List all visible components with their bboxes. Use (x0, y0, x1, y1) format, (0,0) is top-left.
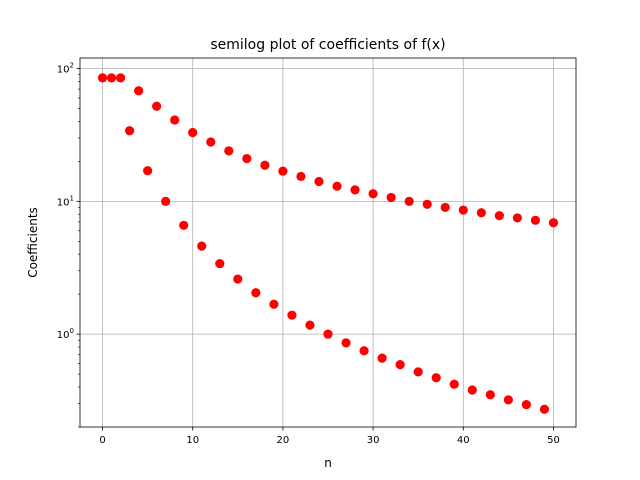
data-point (404, 196, 414, 206)
y-axis-label: Coefficients (26, 207, 40, 278)
data-point (305, 320, 315, 330)
data-point (179, 220, 189, 230)
data-point (106, 73, 117, 83)
chart-title: semilog plot of coefficients of f(x) (210, 37, 445, 53)
data-point (278, 166, 288, 176)
data-point (233, 274, 243, 284)
data-point (152, 101, 162, 111)
data-point (521, 399, 532, 410)
data-point (296, 171, 306, 182)
data-point (530, 215, 541, 225)
y-tick-label: 100 (57, 327, 74, 341)
data-point (161, 196, 171, 206)
data-point (242, 153, 252, 164)
data-point (467, 385, 477, 395)
x-tick-label: 50 (547, 435, 560, 446)
data-point (386, 192, 396, 203)
data-point (215, 258, 225, 269)
data-point (395, 359, 405, 370)
data-point (188, 127, 198, 138)
data-point (359, 346, 369, 356)
data-point (224, 146, 234, 156)
data-point (485, 390, 495, 400)
data-point (440, 202, 450, 213)
data-point (170, 115, 180, 125)
data-point (458, 205, 468, 215)
axes-frame (79, 57, 577, 428)
x-tick-label: 0 (99, 435, 105, 446)
y-tick-label: 101 (57, 194, 74, 208)
data-point (548, 218, 559, 228)
x-tick-label: 30 (367, 435, 380, 446)
data-point (341, 338, 351, 348)
data-points (97, 73, 559, 414)
data-point (539, 404, 550, 414)
y-axis-ticks: 100 101 102 (57, 62, 80, 428)
data-point (449, 379, 459, 389)
data-point (287, 310, 297, 320)
data-point (323, 329, 333, 339)
data-point (269, 299, 279, 309)
x-axis-label: n (324, 456, 332, 470)
data-point (134, 86, 144, 96)
x-tick-label: 20 (277, 435, 290, 446)
y-tick-label: 102 (57, 62, 74, 76)
data-point (377, 353, 387, 363)
data-point (476, 208, 486, 218)
data-point (197, 241, 207, 251)
data-point (260, 160, 270, 170)
data-point (350, 185, 360, 195)
data-point (413, 367, 423, 377)
x-tick-label: 40 (457, 435, 470, 446)
data-point (251, 288, 261, 298)
data-point (97, 73, 108, 83)
data-point (115, 73, 126, 83)
data-point (422, 199, 432, 209)
data-point (494, 211, 504, 221)
data-point (503, 395, 513, 405)
x-tick-label: 10 (186, 435, 199, 446)
data-point (368, 189, 378, 199)
x-axis-ticks: 0 10 20 30 40 50 (99, 427, 560, 446)
data-point (332, 181, 342, 191)
data-point (206, 137, 216, 147)
data-point (143, 166, 153, 176)
data-point (431, 373, 441, 383)
data-point (512, 213, 522, 223)
data-point (125, 126, 135, 136)
data-point (314, 176, 324, 187)
